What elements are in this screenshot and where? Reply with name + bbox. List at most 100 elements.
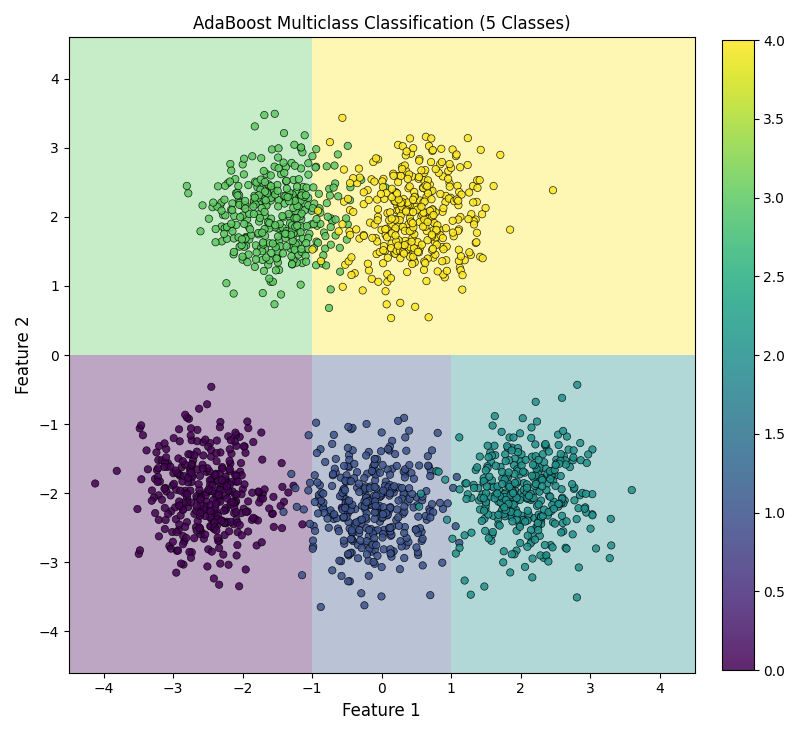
Point: [446, 482, 459, 494]
Point: [396, 140, 409, 152]
Point: [241, 213, 254, 225]
Point: [364, 217, 377, 229]
Point: [194, 470, 206, 482]
Point: [210, 223, 222, 235]
Point: [185, 476, 198, 488]
Point: [375, 561, 388, 573]
Point: [430, 239, 443, 251]
Point: [426, 231, 438, 243]
Point: [504, 480, 517, 492]
Point: [422, 187, 434, 199]
Point: [485, 481, 498, 492]
Point: [261, 187, 274, 199]
Point: [294, 190, 307, 202]
Point: [422, 140, 435, 152]
Point: [350, 466, 363, 478]
Point: [496, 478, 509, 490]
Point: [264, 218, 277, 230]
Point: [388, 196, 401, 207]
Point: [222, 485, 234, 497]
Point: [212, 495, 225, 506]
Point: [546, 499, 558, 511]
Point: [405, 148, 418, 159]
Point: [394, 563, 406, 575]
Point: [482, 509, 494, 520]
Point: [378, 240, 390, 252]
Point: [533, 464, 546, 476]
Point: [230, 440, 243, 452]
Point: [529, 459, 542, 471]
Point: [227, 497, 240, 509]
Point: [231, 539, 244, 551]
Point: [462, 213, 475, 225]
Point: [207, 573, 220, 584]
Point: [426, 243, 439, 255]
Point: [247, 208, 260, 220]
Point: [260, 251, 273, 263]
Point: [522, 490, 535, 502]
Point: [384, 207, 397, 218]
Point: [170, 484, 182, 495]
Point: [375, 590, 388, 602]
Point: [271, 250, 284, 262]
Point: [425, 193, 438, 205]
Point: [424, 215, 437, 226]
Point: [567, 483, 580, 495]
Point: [194, 528, 206, 540]
Point: [227, 287, 240, 299]
Point: [436, 255, 449, 267]
Point: [508, 468, 521, 480]
Point: [208, 517, 221, 528]
Point: [236, 200, 249, 212]
Point: [282, 208, 295, 220]
Point: [214, 467, 226, 479]
Point: [230, 219, 242, 231]
Point: [318, 243, 331, 254]
Point: [550, 457, 563, 469]
Point: [286, 224, 298, 236]
Point: [552, 498, 565, 510]
Point: [456, 284, 469, 295]
Point: [298, 191, 311, 203]
Point: [250, 247, 263, 259]
Point: [227, 518, 240, 530]
Point: [377, 509, 390, 520]
Point: [466, 180, 479, 192]
Point: [272, 162, 285, 174]
Point: [277, 248, 290, 259]
Point: [283, 196, 296, 207]
Point: [486, 450, 498, 462]
Point: [370, 490, 382, 502]
Point: [435, 143, 448, 154]
Point: [271, 257, 284, 268]
Point: [260, 168, 273, 180]
Point: [423, 205, 436, 217]
Point: [570, 592, 583, 603]
Point: [370, 248, 383, 260]
Point: [222, 177, 234, 189]
Point: [506, 479, 518, 491]
Point: [158, 437, 171, 449]
Point: [262, 259, 274, 270]
Point: [205, 381, 218, 392]
Point: [262, 216, 274, 228]
Point: [230, 429, 242, 441]
Point: [362, 524, 375, 536]
Point: [479, 465, 492, 476]
Point: [302, 232, 314, 244]
Point: [372, 276, 385, 287]
Point: [233, 190, 246, 201]
Point: [191, 515, 204, 527]
Point: [295, 190, 308, 201]
Point: [474, 174, 486, 186]
Point: [420, 514, 433, 526]
Point: [531, 476, 544, 488]
Point: [370, 482, 383, 494]
Point: [319, 230, 332, 242]
Point: [280, 225, 293, 237]
Point: [313, 489, 326, 501]
Point: [442, 173, 454, 184]
Point: [391, 170, 404, 182]
Point: [199, 434, 212, 445]
Point: [579, 501, 592, 513]
